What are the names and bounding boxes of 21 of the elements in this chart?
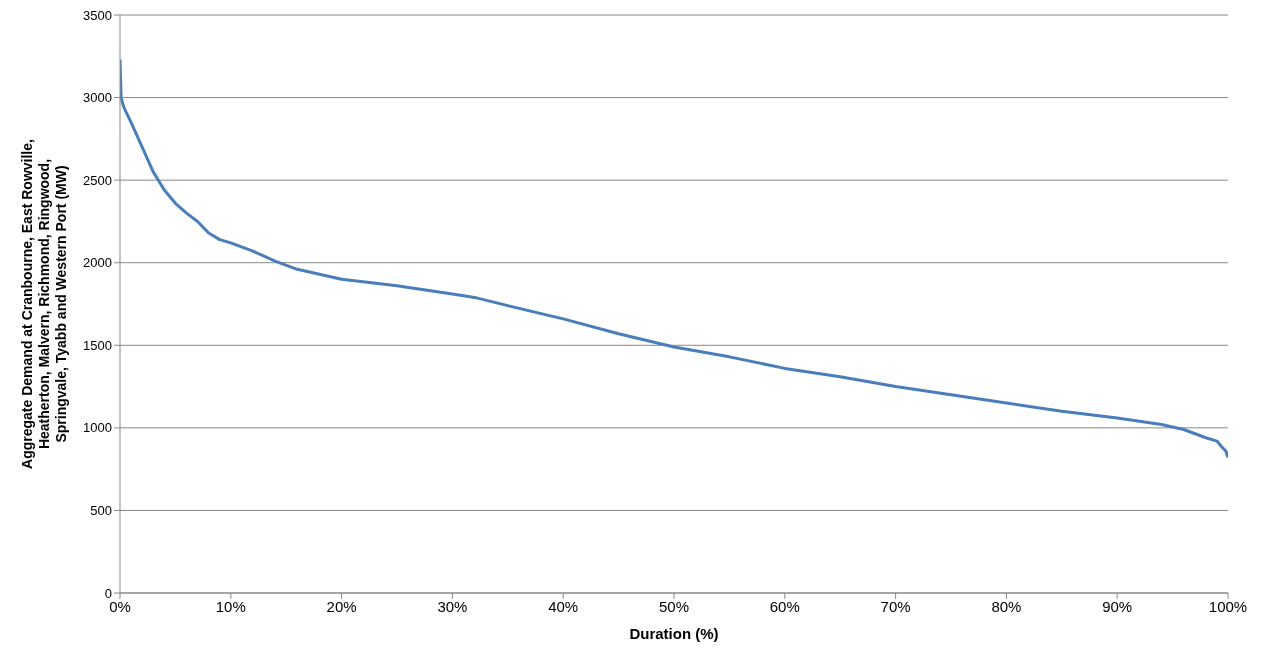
x-tick-label: 70% [880, 597, 911, 615]
x-tick-label: 10% [215, 597, 246, 615]
y-tick-label: 500 [90, 503, 112, 519]
y-tick-label: 3500 [83, 7, 112, 23]
x-axis-title: Duration (%) [629, 625, 719, 642]
x-tick-label: 40% [548, 597, 579, 615]
x-tick-label: 100% [1208, 597, 1248, 615]
x-tick-label: 80% [991, 597, 1022, 615]
x-tick-label: 90% [1102, 597, 1133, 615]
y-tick-label: 0 [104, 585, 112, 601]
x-tick-label: 20% [326, 597, 357, 615]
y-tick-label: 1500 [83, 337, 112, 353]
x-tick-label: 60% [769, 597, 800, 615]
x-tick-label: 50% [658, 597, 690, 615]
x-tick-label: 0% [109, 597, 131, 615]
y-tick-label: 3000 [83, 90, 112, 106]
x-tick-label: 30% [437, 597, 468, 615]
y-tick-label: 1000 [83, 420, 112, 436]
y-axis-title: Aggregate Demand at Cranbourne, East Rowville, Heatherton, Malvern, Richmond, Ringwood, Springvale, Tyabb and Western Port (MW) [19, 139, 69, 469]
y-tick-label: 2500 [83, 172, 112, 188]
y-tick-label: 2000 [83, 255, 112, 271]
